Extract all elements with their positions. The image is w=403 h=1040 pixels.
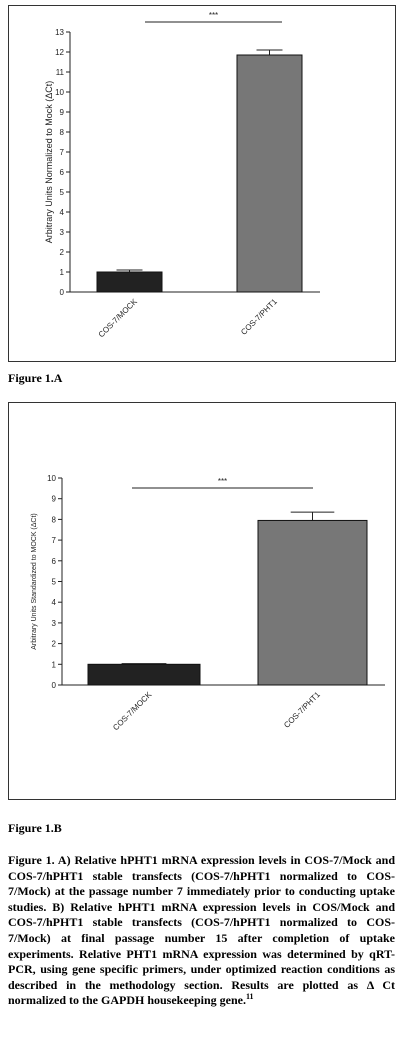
figure-label: Figure 1.A — [8, 371, 63, 385]
bar — [236, 54, 303, 293]
y-tick-label: 9 — [60, 108, 65, 117]
y-tick-label: 2 — [52, 640, 57, 649]
caption: Figure 1. A) Relative hPHT1 mRNA express… — [8, 853, 395, 1009]
y-tick-label: 7 — [52, 536, 57, 545]
y-axis-label: Arbitrary Units Standardized to MOCK (ΔC… — [31, 513, 38, 650]
y-tick-label: 1 — [60, 268, 65, 277]
y-tick-label: 1 — [52, 660, 57, 669]
y-tick-label: 8 — [60, 128, 65, 137]
y-tick-label: 12 — [55, 48, 64, 57]
x-tick-label: COS-7/PHT1 — [282, 690, 322, 730]
bar — [96, 271, 163, 293]
panel-border — [8, 5, 396, 362]
y-tick-label: 11 — [56, 68, 65, 77]
y-tick-label: 0 — [52, 681, 57, 690]
figure-label: Figure 1.B — [8, 821, 62, 835]
y-tick-label: 2 — [60, 248, 65, 257]
y-tick-label: 0 — [60, 288, 65, 297]
bar — [87, 663, 201, 686]
y-tick-label: 3 — [52, 619, 57, 628]
significance: *** — [218, 477, 227, 486]
y-tick-label: 6 — [52, 557, 57, 566]
y-axis-label: Arbitrary Units Normalized to Mock (ΔCt) — [44, 81, 54, 244]
bar — [257, 519, 368, 686]
reference: 11 — [246, 992, 254, 1002]
y-tick-label: 10 — [47, 474, 56, 483]
y-tick-label: 10 — [55, 88, 64, 97]
y-tick-label: 13 — [55, 28, 64, 37]
y-tick-label: 5 — [60, 188, 65, 197]
panel-border — [8, 402, 396, 800]
x-tick-label: COS-7/MOCK — [97, 297, 140, 340]
y-tick-label: 8 — [52, 515, 57, 524]
y-tick-label: 6 — [60, 168, 65, 177]
x-tick-label: COS-7/MOCK — [111, 690, 154, 733]
y-tick-label: 9 — [52, 495, 57, 504]
y-tick-label: 5 — [52, 578, 57, 587]
y-tick-label: 4 — [60, 208, 65, 217]
significance: *** — [209, 11, 218, 20]
y-tick-label: 4 — [52, 598, 57, 607]
y-tick-label: 7 — [60, 148, 65, 157]
x-tick-label: COS-7/PHT1 — [239, 297, 279, 337]
caption-text: Figure 1. A) Relative hPHT1 mRNA express… — [8, 853, 395, 1008]
y-tick-label: 3 — [60, 228, 65, 237]
